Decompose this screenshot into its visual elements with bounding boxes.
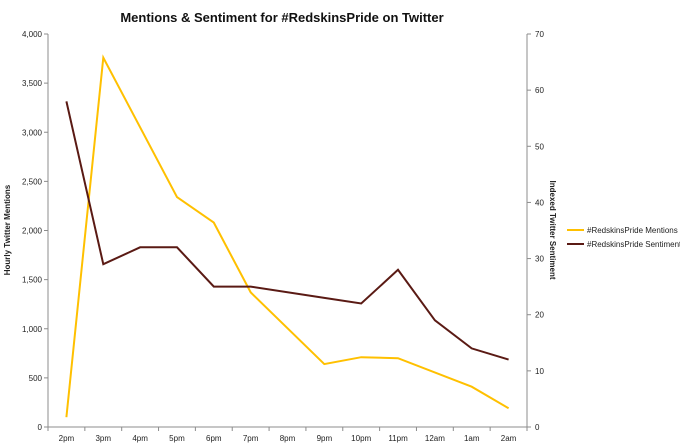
y-tick-label: 4,000 bbox=[22, 30, 43, 39]
y2-tick-label: 40 bbox=[535, 198, 544, 207]
legend: #RedskinsPride Mentions #RedskinsPride Se… bbox=[567, 226, 680, 249]
x-tick-label: 10pm bbox=[351, 434, 371, 443]
y-tick-label: 1,000 bbox=[22, 325, 43, 334]
y2-tick-label: 10 bbox=[535, 367, 544, 376]
x-tick-label: 2pm bbox=[59, 434, 75, 443]
y2-tick-label: 0 bbox=[535, 423, 540, 432]
x-tick-label: 5pm bbox=[169, 434, 185, 443]
y-tick-label: 3,000 bbox=[22, 128, 43, 137]
x-tick-label: 6pm bbox=[206, 434, 222, 443]
y-tick-label: 500 bbox=[29, 374, 43, 383]
y-tick-label: 2,000 bbox=[22, 227, 43, 236]
legend-label-2: #RedskinsPride Sentiment bbox=[587, 240, 680, 249]
series-line-2 bbox=[65, 101, 509, 361]
series-layer bbox=[65, 54, 510, 418]
y-axis-title: Hourly Twitter Mentions bbox=[3, 184, 12, 275]
chart-title: Mentions & Sentiment for #RedskinsPride … bbox=[120, 10, 443, 25]
series-line-1 bbox=[65, 54, 510, 418]
y2-tick-label: 20 bbox=[535, 311, 544, 320]
y-tick-label: 1,500 bbox=[22, 276, 43, 285]
x-tick-label: 11pm bbox=[388, 434, 408, 443]
axes: 0 500 1,000 1,500 2,000 2,500 3,000 3,500 4,000 0… bbox=[22, 30, 544, 443]
x-tick-label: 7pm bbox=[243, 434, 259, 443]
y2-tick-label: 30 bbox=[535, 255, 544, 264]
x-tick-label: 9pm bbox=[317, 434, 333, 443]
x-tick-label: 3pm bbox=[95, 434, 111, 443]
y2-tick-label: 70 bbox=[535, 30, 544, 39]
y-tick-label: 0 bbox=[38, 423, 43, 432]
legend-label-1: #RedskinsPride Mentions bbox=[587, 226, 678, 235]
y2-tick-label: 50 bbox=[535, 142, 544, 151]
x-tick-label: 2am bbox=[501, 434, 517, 443]
x-tick-label: 1am bbox=[464, 434, 480, 443]
x-tick-label: 4pm bbox=[132, 434, 148, 443]
y-tick-label: 3,500 bbox=[22, 79, 43, 88]
y-tick-label: 2,500 bbox=[22, 177, 43, 186]
y2-tick-label: 60 bbox=[535, 86, 544, 95]
x-tick-label: 8pm bbox=[280, 434, 296, 443]
y2-axis-title: Indexed Twitter Sentiment bbox=[548, 181, 557, 280]
x-tick-label: 12am bbox=[425, 434, 445, 443]
